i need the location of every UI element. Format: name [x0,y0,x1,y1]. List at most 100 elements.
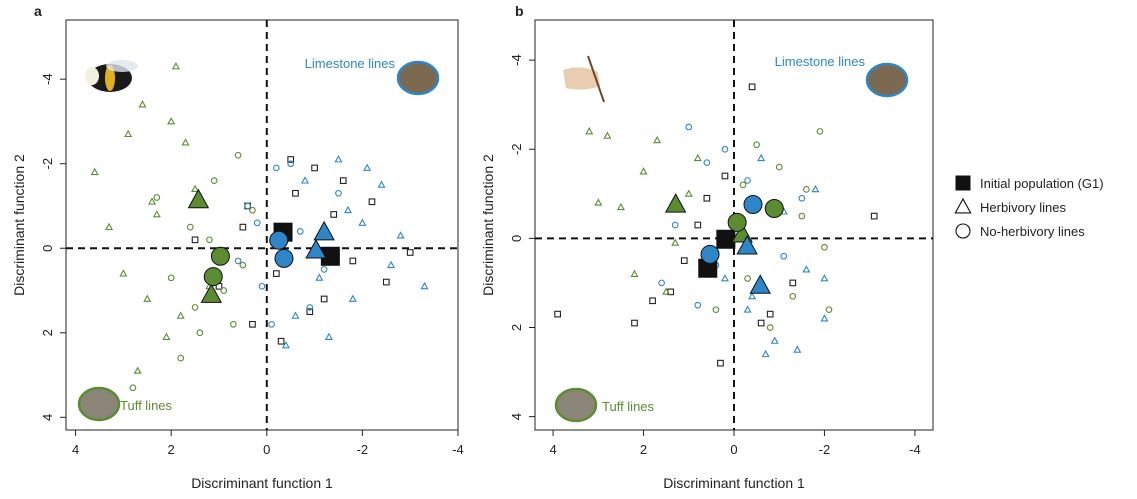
point [148,197,157,205]
point [253,219,261,227]
point [382,278,390,286]
point [798,194,806,202]
point [680,257,688,265]
point [761,349,770,358]
x-tick-label: 2 [640,442,647,457]
centroid [736,235,758,255]
point [320,295,328,303]
point [287,160,295,168]
point [739,181,747,189]
point [344,205,353,214]
point [671,238,680,246]
point [167,117,176,125]
point [281,341,290,349]
point [348,294,357,302]
point [693,153,702,162]
point [244,202,252,210]
y-tick-label: -2 [40,158,55,170]
point [124,129,133,138]
centroid [764,199,784,219]
point [703,159,711,166]
point [658,279,665,287]
y-tick-label: -4 [40,73,55,85]
point [748,291,757,300]
centroid [743,195,763,214]
point [335,189,342,197]
annotation: Tuff lines [120,398,173,413]
point [177,354,185,362]
centroid [187,188,210,209]
point [292,189,299,197]
point [210,177,218,184]
point [685,123,693,131]
point [167,274,175,282]
point [616,202,625,211]
point [296,227,304,235]
x-tick-label: -2 [819,442,831,457]
point [554,310,561,318]
point [330,211,338,218]
point [306,308,314,315]
point [377,180,386,188]
y-tick-label: 2 [509,324,524,331]
point [748,83,756,91]
point [272,270,280,277]
point [757,153,766,162]
point [272,164,280,172]
point [770,336,779,344]
point [594,198,603,206]
y-axis-label: Discriminant function 2 [480,154,496,296]
point [775,163,783,171]
point [162,332,171,340]
x-tick-label: 4 [549,442,556,457]
legend-label: No-herbivory lines [980,224,1085,239]
x-axis-label: Discriminant function 1 [663,475,805,491]
point [249,206,256,214]
y-tick-label: 4 [509,413,524,420]
point [802,265,811,273]
legend-label: Herbivory lines [980,200,1066,215]
centroid [305,238,327,259]
centroid [203,267,223,287]
centroid [269,230,289,250]
y-tick-label: 4 [40,414,55,421]
point [757,319,765,327]
point [239,223,247,231]
point [239,261,247,269]
point [387,260,396,269]
plot-frame [65,19,459,431]
x-tick-label: 2 [168,442,175,457]
point [277,337,285,345]
point [744,275,751,282]
x-axis-label: Discriminant function 1 [191,475,333,491]
point [870,212,878,220]
point [816,128,824,135]
panel-label: b [515,3,524,19]
y-tick-label: 0 [40,245,55,252]
x-tick-label: 0 [730,442,737,457]
point [766,324,774,331]
point [258,282,266,290]
panel-label: a [34,3,42,19]
point [229,320,237,328]
point [176,311,185,319]
point [825,306,833,314]
centroid [210,246,230,266]
point [703,194,711,202]
point [820,274,829,282]
point [358,218,367,226]
point [234,257,242,265]
y-tick-label: -2 [509,143,524,155]
hand-icon [563,55,605,103]
point [349,257,357,265]
point [105,222,114,231]
point [311,164,318,172]
point [821,243,828,251]
point [653,135,662,144]
point [720,274,729,282]
point [315,273,324,281]
point [639,167,648,175]
point [721,145,729,153]
x-tick-label: 4 [72,442,79,457]
